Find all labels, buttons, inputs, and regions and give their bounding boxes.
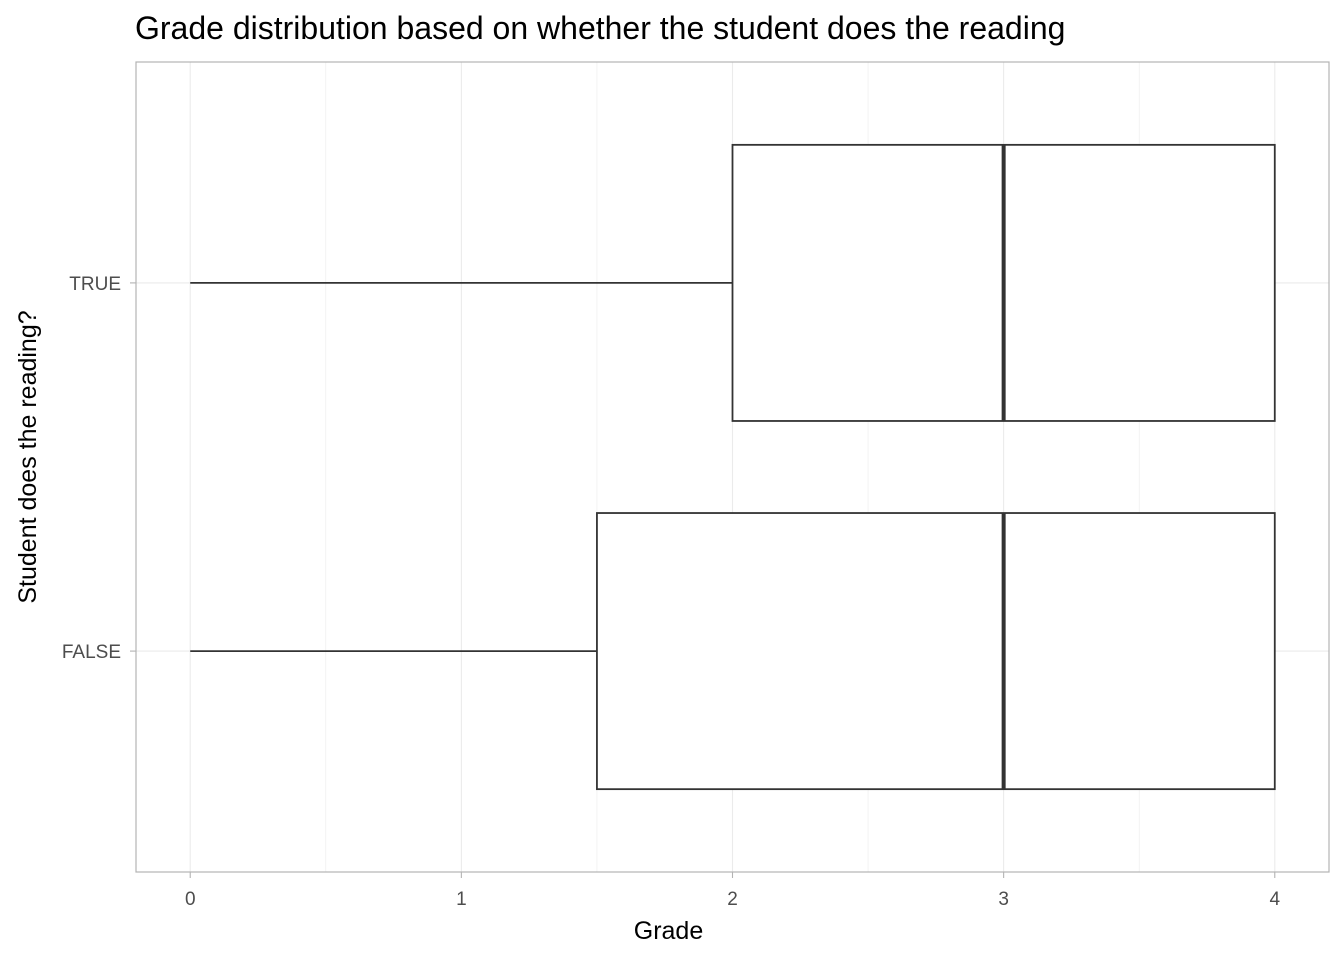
x-tick-label: 0 — [185, 889, 196, 910]
x-tick-label: 1 — [456, 889, 467, 910]
boxes — [190, 143, 1276, 791]
y-axis: FALSE TRUE — [62, 274, 136, 663]
y-tick-label: TRUE — [69, 274, 121, 295]
x-axis: 0 1 2 3 4 — [185, 872, 1280, 910]
x-tick-label: 3 — [998, 889, 1009, 910]
chart-title: Grade distribution based on whether the … — [135, 10, 1066, 46]
y-tick-label: FALSE — [62, 642, 121, 663]
box-false — [190, 512, 1276, 791]
box-iqr — [596, 512, 1276, 791]
box-true — [190, 143, 1276, 422]
x-tick-label: 4 — [1269, 889, 1280, 910]
x-axis-title: Grade — [634, 917, 703, 945]
y-axis-title: Student does the reading? — [14, 310, 42, 603]
x-tick-label: 2 — [727, 889, 738, 910]
